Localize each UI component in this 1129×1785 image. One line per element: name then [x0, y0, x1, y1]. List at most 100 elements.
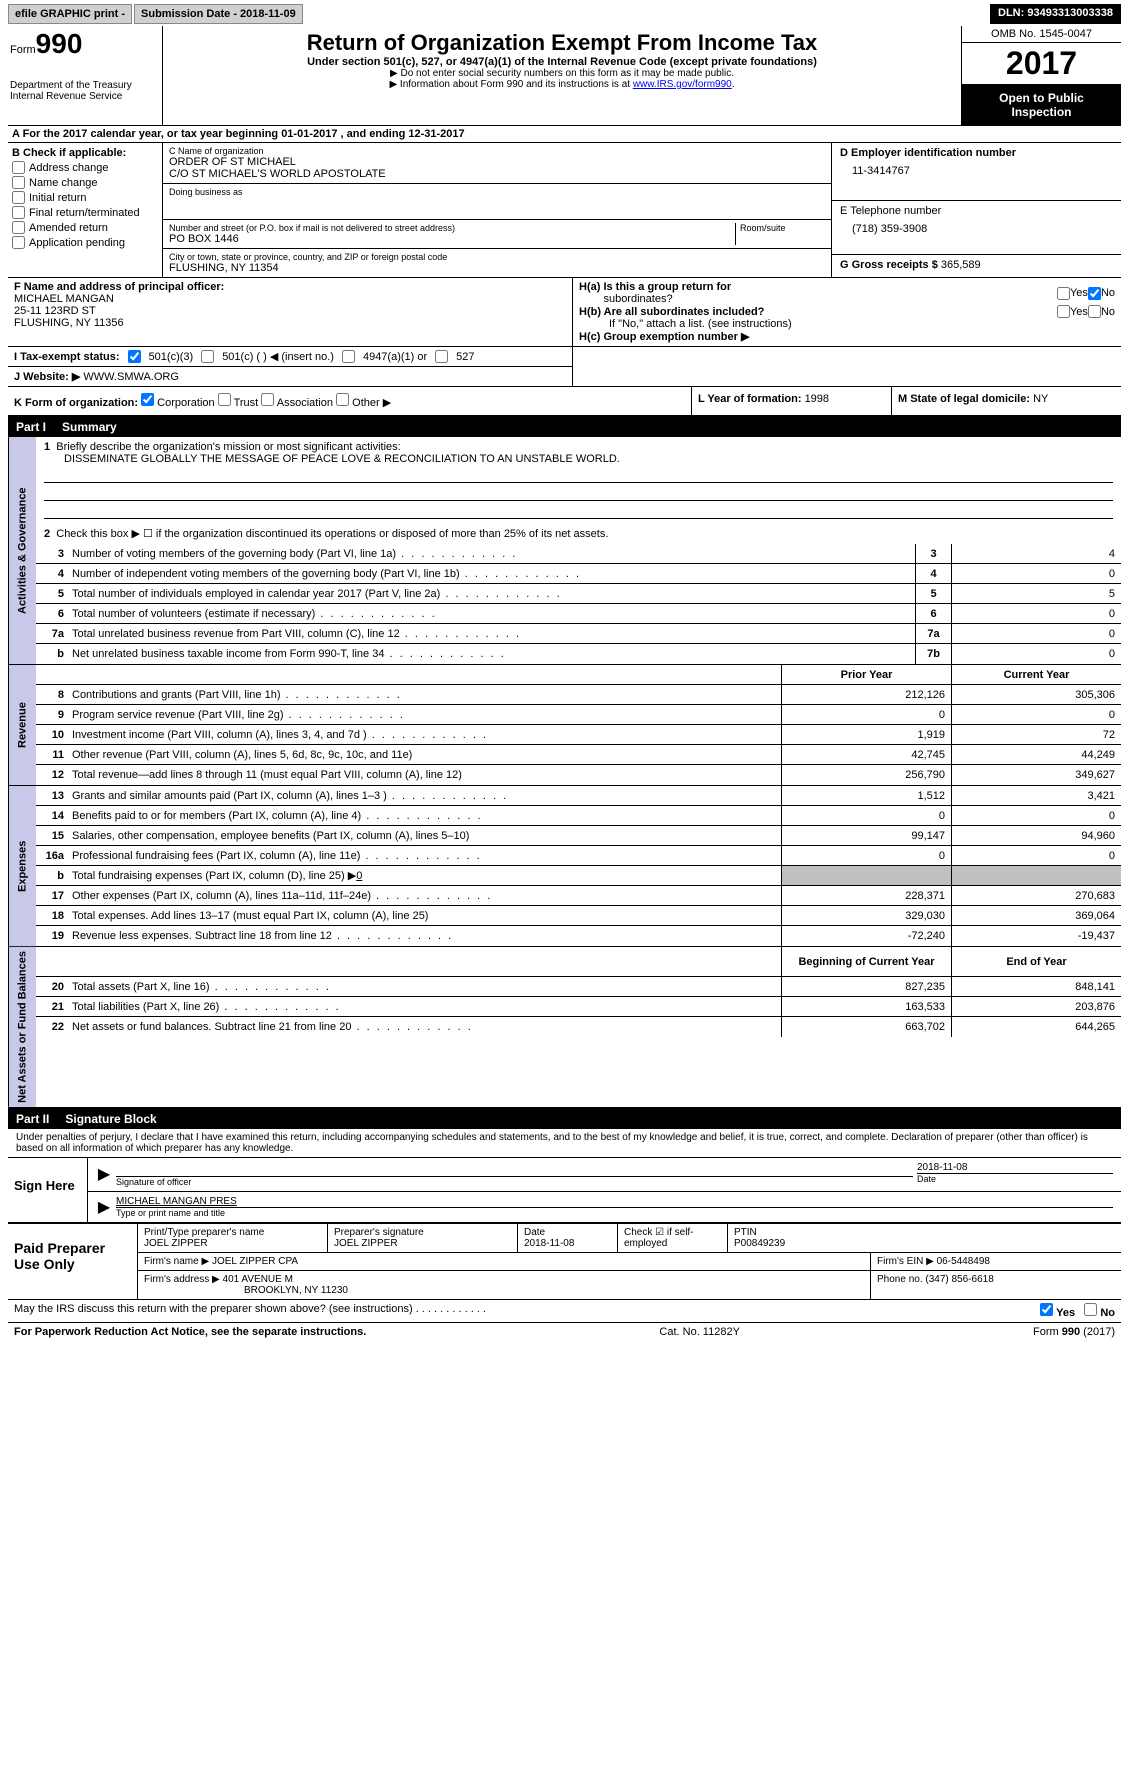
- preparer-label: Paid Preparer Use Only: [8, 1224, 138, 1299]
- l18-c: 369,064: [951, 906, 1121, 925]
- 527[interactable]: [435, 350, 448, 363]
- arrow-icon: ▶: [94, 1194, 114, 1220]
- org-name-label: C Name of organization: [169, 146, 825, 156]
- org-name2: C/O ST MICHAEL'S WORLD APOSTOLATE: [169, 168, 825, 180]
- current-year-header: Current Year: [951, 665, 1121, 684]
- note2: ▶ Information about Form 990 and its ins…: [171, 79, 953, 90]
- street-label: Number and street (or P.O. box if mail i…: [169, 223, 735, 233]
- check-initial[interactable]: [12, 191, 25, 204]
- firm-addr1: 401 AVENUE M: [223, 1274, 293, 1285]
- k-assoc[interactable]: [261, 393, 274, 406]
- l16a-p: 0: [781, 846, 951, 865]
- officer-printed-name: MICHAEL MANGAN PRES: [116, 1196, 237, 1207]
- ein-label: D Employer identification number: [840, 147, 1113, 159]
- l19-c: -19,437: [951, 926, 1121, 946]
- l9-c: 0: [951, 705, 1121, 724]
- l19-p: -72,240: [781, 926, 951, 946]
- ha-yes[interactable]: [1057, 287, 1070, 300]
- dln: DLN: 93493313003338: [990, 4, 1121, 24]
- l13-p: 1,512: [781, 786, 951, 805]
- phone-label: E Telephone number: [840, 205, 1113, 217]
- check-final[interactable]: [12, 206, 25, 219]
- receipts-label: G Gross receipts $: [840, 259, 941, 271]
- l15-p: 99,147: [781, 826, 951, 845]
- prep-name: JOEL ZIPPER: [144, 1238, 321, 1249]
- hb-yes[interactable]: [1057, 305, 1070, 318]
- l12-c: 349,627: [951, 765, 1121, 785]
- receipts: 365,589: [941, 259, 981, 271]
- l7b-val: 0: [951, 644, 1121, 664]
- l22-e: 644,265: [951, 1017, 1121, 1037]
- self-employed-check[interactable]: Check ☑ if self-employed: [618, 1224, 728, 1252]
- 501c[interactable]: [201, 350, 214, 363]
- sig-date: 2018-11-08: [917, 1162, 1113, 1173]
- website: WWW.SMWA.ORG: [83, 371, 179, 383]
- irs-link[interactable]: www.IRS.gov/form990: [633, 79, 732, 90]
- discuss-no[interactable]: [1084, 1303, 1097, 1316]
- officer-name: MICHAEL MANGAN: [14, 293, 566, 305]
- l20-b: 827,235: [781, 977, 951, 996]
- l10-c: 72: [951, 725, 1121, 744]
- efile-btn[interactable]: efile GRAPHIC print -: [8, 4, 132, 24]
- hb-no[interactable]: [1088, 305, 1101, 318]
- l9-p: 0: [781, 705, 951, 724]
- officer-addr1: 25-11 123RD ST: [14, 305, 566, 317]
- col-b: B Check if applicable: Address change Na…: [8, 143, 163, 277]
- topbar: efile GRAPHIC print - Submission Date - …: [8, 4, 1121, 24]
- side-netassets: Net Assets or Fund Balances: [8, 947, 36, 1107]
- side-revenue: Revenue: [8, 665, 36, 785]
- arrow-icon: ▶: [94, 1160, 114, 1189]
- k-trust[interactable]: [218, 393, 231, 406]
- officer-addr2: FLUSHING, NY 11356: [14, 317, 566, 329]
- room-label: Room/suite: [740, 223, 825, 233]
- l3-val: 4: [951, 544, 1121, 563]
- dba-label: Doing business as: [169, 187, 825, 197]
- discuss-yes[interactable]: [1040, 1303, 1053, 1316]
- firm-addr2: BROOKLYN, NY 11230: [144, 1285, 348, 1296]
- firm-name: JOEL ZIPPER CPA: [212, 1256, 298, 1267]
- omb: OMB No. 1545-0047: [962, 26, 1121, 43]
- l2: Check this box ▶ ☐ if the organization d…: [56, 528, 608, 540]
- k-corp[interactable]: [141, 393, 154, 406]
- l7a-val: 0: [951, 624, 1121, 643]
- 501c3[interactable]: [128, 350, 141, 363]
- form-footer: Form 990 (2017): [1033, 1326, 1115, 1338]
- end-header: End of Year: [951, 947, 1121, 976]
- l20-e: 848,141: [951, 977, 1121, 996]
- hb-note: If "No," attach a list. (see instruction…: [579, 318, 1115, 330]
- l21-e: 203,876: [951, 997, 1121, 1016]
- prior-year-header: Prior Year: [781, 665, 951, 684]
- l17-c: 270,683: [951, 886, 1121, 905]
- l16a-c: 0: [951, 846, 1121, 865]
- officer-label: F Name and address of principal officer:: [14, 281, 566, 293]
- prep-ptin: P00849239: [734, 1238, 1115, 1249]
- l15-c: 94,960: [951, 826, 1121, 845]
- check-name[interactable]: [12, 176, 25, 189]
- check-amended[interactable]: [12, 221, 25, 234]
- l11-p: 42,745: [781, 745, 951, 764]
- l17-p: 228,371: [781, 886, 951, 905]
- k-other[interactable]: [336, 393, 349, 406]
- l14-c: 0: [951, 806, 1121, 825]
- l5-val: 5: [951, 584, 1121, 603]
- l8-p: 212,126: [781, 685, 951, 704]
- firm-phone: (347) 856-6618: [925, 1274, 993, 1285]
- prep-sig: JOEL ZIPPER: [334, 1238, 511, 1249]
- check-pending[interactable]: [12, 236, 25, 249]
- l6-val: 0: [951, 604, 1121, 623]
- check-address[interactable]: [12, 161, 25, 174]
- form-title: Return of Organization Exempt From Incom…: [171, 30, 953, 56]
- l12-p: 256,790: [781, 765, 951, 785]
- note1: ▶ Do not enter social security numbers o…: [171, 68, 953, 79]
- 4947[interactable]: [342, 350, 355, 363]
- l11-c: 44,249: [951, 745, 1121, 764]
- ha-no[interactable]: [1088, 287, 1101, 300]
- discuss-label: May the IRS discuss this return with the…: [14, 1303, 413, 1315]
- side-governance: Activities & Governance: [8, 437, 36, 664]
- phone: (718) 359-3908: [840, 217, 1113, 235]
- sig-declaration: Under penalties of perjury, I declare th…: [8, 1129, 1121, 1158]
- ein: 11-3414767: [840, 159, 1113, 177]
- paperwork-notice: For Paperwork Reduction Act Notice, see …: [14, 1326, 366, 1338]
- tax-year: 2017: [962, 43, 1121, 85]
- prep-date: 2018-11-08: [524, 1238, 611, 1249]
